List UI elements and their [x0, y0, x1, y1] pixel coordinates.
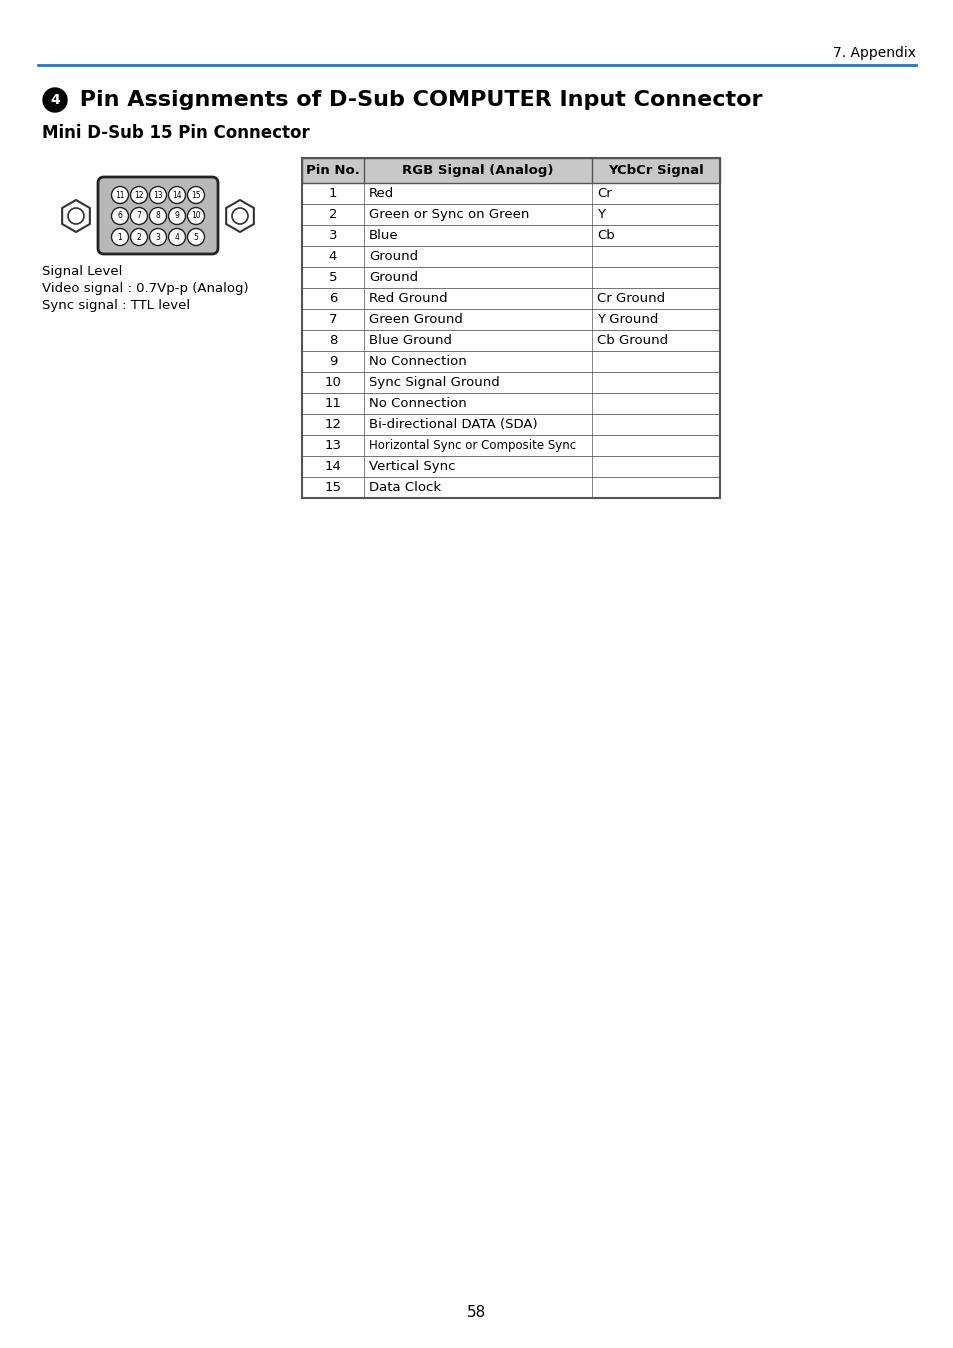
Text: 12: 12 — [324, 418, 341, 431]
Text: Red Ground: Red Ground — [369, 293, 447, 305]
Bar — [302, 477, 720, 497]
Text: 9: 9 — [174, 212, 179, 221]
Text: 15: 15 — [191, 190, 200, 200]
Circle shape — [150, 186, 167, 204]
Circle shape — [112, 208, 129, 225]
Bar — [302, 158, 720, 497]
Text: 4: 4 — [51, 93, 60, 106]
Text: 3: 3 — [155, 232, 160, 241]
Bar — [302, 456, 720, 477]
Bar — [302, 245, 720, 267]
Text: No Connection: No Connection — [369, 355, 466, 368]
Text: Y Ground: Y Ground — [597, 313, 658, 326]
Text: Sync signal : TTL level: Sync signal : TTL level — [42, 299, 190, 311]
Text: 5: 5 — [193, 232, 198, 241]
Text: 4: 4 — [329, 249, 336, 263]
Text: Cr Ground: Cr Ground — [597, 293, 664, 305]
Text: Cr: Cr — [597, 187, 611, 200]
Bar — [302, 350, 720, 372]
Circle shape — [169, 186, 185, 204]
Bar — [302, 158, 720, 183]
Circle shape — [112, 229, 129, 245]
Text: 1: 1 — [329, 187, 337, 200]
Circle shape — [131, 208, 148, 225]
Text: Bi-directional DATA (SDA): Bi-directional DATA (SDA) — [369, 418, 537, 431]
Text: 8: 8 — [155, 212, 160, 221]
Text: 14: 14 — [324, 460, 341, 473]
Circle shape — [112, 186, 129, 204]
Text: Video signal : 0.7Vp-p (Analog): Video signal : 0.7Vp-p (Analog) — [42, 282, 249, 295]
Text: RGB Signal (Analog): RGB Signal (Analog) — [402, 164, 553, 177]
Circle shape — [131, 229, 148, 245]
Text: 6: 6 — [117, 212, 122, 221]
Text: 3: 3 — [329, 229, 337, 243]
Text: Ground: Ground — [369, 249, 417, 263]
Text: 14: 14 — [172, 190, 182, 200]
Text: Vertical Sync: Vertical Sync — [369, 460, 455, 473]
Text: 11: 11 — [324, 398, 341, 410]
Text: Y: Y — [597, 208, 604, 221]
Text: 11: 11 — [115, 190, 125, 200]
Text: 10: 10 — [324, 376, 341, 390]
Circle shape — [43, 88, 67, 112]
Text: 15: 15 — [324, 481, 341, 493]
Text: Mini D-Sub 15 Pin Connector: Mini D-Sub 15 Pin Connector — [42, 124, 310, 142]
Text: Cb: Cb — [597, 229, 614, 243]
Text: Red: Red — [369, 187, 394, 200]
Text: Signal Level: Signal Level — [42, 266, 122, 278]
Text: 5: 5 — [329, 271, 337, 284]
Circle shape — [169, 208, 185, 225]
Text: 7: 7 — [136, 212, 141, 221]
Text: 58: 58 — [467, 1305, 486, 1320]
Text: 1: 1 — [117, 232, 122, 241]
Text: No Connection: No Connection — [369, 398, 466, 410]
Bar — [302, 183, 720, 204]
Text: 2: 2 — [329, 208, 337, 221]
Text: Sync Signal Ground: Sync Signal Ground — [369, 376, 499, 390]
Bar — [302, 394, 720, 414]
Circle shape — [169, 229, 185, 245]
Text: 7: 7 — [329, 313, 337, 326]
Text: 4: 4 — [174, 232, 179, 241]
Circle shape — [188, 208, 204, 225]
Bar — [302, 309, 720, 330]
Text: 9: 9 — [329, 355, 336, 368]
Text: 2: 2 — [136, 232, 141, 241]
Text: Ground: Ground — [369, 271, 417, 284]
Circle shape — [131, 186, 148, 204]
Bar — [302, 330, 720, 350]
FancyBboxPatch shape — [98, 177, 218, 253]
Text: 12: 12 — [134, 190, 144, 200]
Bar — [302, 204, 720, 225]
Text: Pin No.: Pin No. — [306, 164, 359, 177]
Circle shape — [232, 208, 248, 224]
Bar — [302, 435, 720, 456]
Text: Cb Ground: Cb Ground — [597, 334, 667, 346]
Text: 8: 8 — [329, 334, 336, 346]
Bar — [302, 414, 720, 435]
Text: Blue Ground: Blue Ground — [369, 334, 452, 346]
Text: Pin Assignments of D-Sub COMPUTER Input Connector: Pin Assignments of D-Sub COMPUTER Input … — [71, 90, 761, 111]
Circle shape — [68, 208, 84, 224]
Text: 10: 10 — [191, 212, 200, 221]
Text: 13: 13 — [324, 439, 341, 452]
Circle shape — [150, 229, 167, 245]
Text: Horizontal Sync or Composite Sync: Horizontal Sync or Composite Sync — [369, 439, 576, 452]
Text: 13: 13 — [153, 190, 163, 200]
Circle shape — [150, 208, 167, 225]
Text: Blue: Blue — [369, 229, 398, 243]
Bar — [302, 288, 720, 309]
Text: Data Clock: Data Clock — [369, 481, 440, 493]
Text: YCbCr Signal: YCbCr Signal — [607, 164, 703, 177]
Circle shape — [188, 229, 204, 245]
Text: 7. Appendix: 7. Appendix — [832, 46, 915, 61]
Circle shape — [188, 186, 204, 204]
Text: Green or Sync on Green: Green or Sync on Green — [369, 208, 529, 221]
Bar — [302, 267, 720, 288]
Text: 6: 6 — [329, 293, 336, 305]
Bar — [302, 225, 720, 245]
Bar — [302, 372, 720, 394]
Text: Green Ground: Green Ground — [369, 313, 462, 326]
